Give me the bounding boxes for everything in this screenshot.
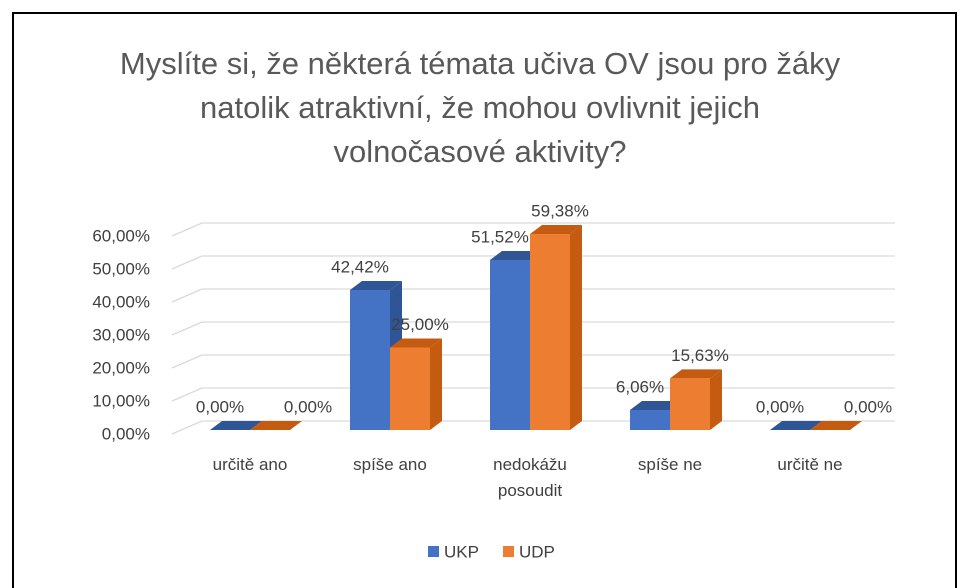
bar-top (670, 369, 722, 379)
bar-top (250, 421, 302, 430)
bar-top (210, 421, 262, 430)
y-tick-label: 0,00% (102, 424, 150, 443)
data-label: 25,00% (391, 315, 449, 334)
x-tick-label: spíše ano (353, 455, 427, 474)
data-label: 0,00% (756, 397, 804, 416)
grid-line (171, 354, 895, 369)
x-tick-label: spíše ne (637, 455, 703, 474)
bar (390, 347, 430, 430)
bar (490, 259, 530, 430)
bar-top (390, 338, 442, 348)
bar-top (530, 225, 582, 235)
bar-top (770, 421, 822, 430)
grid-line (171, 321, 895, 336)
data-label: 0,00% (284, 397, 332, 416)
chart-frame (12, 12, 957, 588)
y-tick-label: 50,00% (92, 259, 150, 278)
bar (630, 410, 670, 430)
y-tick-label: 20,00% (92, 358, 150, 377)
bar-side (710, 369, 722, 430)
y-tick-label: 10,00% (92, 391, 150, 410)
data-label: 59,38% (531, 202, 589, 221)
bar-top (810, 421, 862, 430)
bar (530, 234, 570, 430)
bar-top (350, 281, 402, 291)
legend-label: UDP (519, 542, 555, 561)
x-tick-label: nedokážu posoudit (493, 455, 567, 500)
grid-line (171, 288, 895, 303)
y-tick-label: 40,00% (92, 292, 150, 311)
x-tick-label: určitě ano (212, 455, 288, 474)
bar-top (490, 250, 542, 260)
data-label: 6,06% (616, 377, 664, 396)
data-label: 51,52% (471, 227, 529, 246)
data-label: 0,00% (196, 397, 244, 416)
bar-side (570, 225, 582, 430)
data-label: 0,00% (844, 397, 892, 416)
bar-top (630, 401, 682, 411)
y-tick-label: 30,00% (92, 325, 150, 344)
chart-title: Myslíte si, že některá témata učiva OV j… (119, 46, 841, 169)
grid-line (171, 255, 895, 270)
bar (670, 378, 710, 430)
bar (350, 290, 390, 430)
legend-swatch (503, 546, 514, 557)
grid-line (171, 222, 895, 237)
legend-swatch (428, 546, 439, 557)
bar-side (430, 338, 442, 430)
data-label: 42,42% (331, 257, 389, 276)
grid-line (171, 387, 895, 402)
y-tick-label: 60,00% (92, 226, 150, 245)
x-tick-label: určitě ne (777, 455, 843, 474)
data-label: 15,63% (671, 346, 729, 365)
legend-label: UKP (444, 542, 479, 561)
